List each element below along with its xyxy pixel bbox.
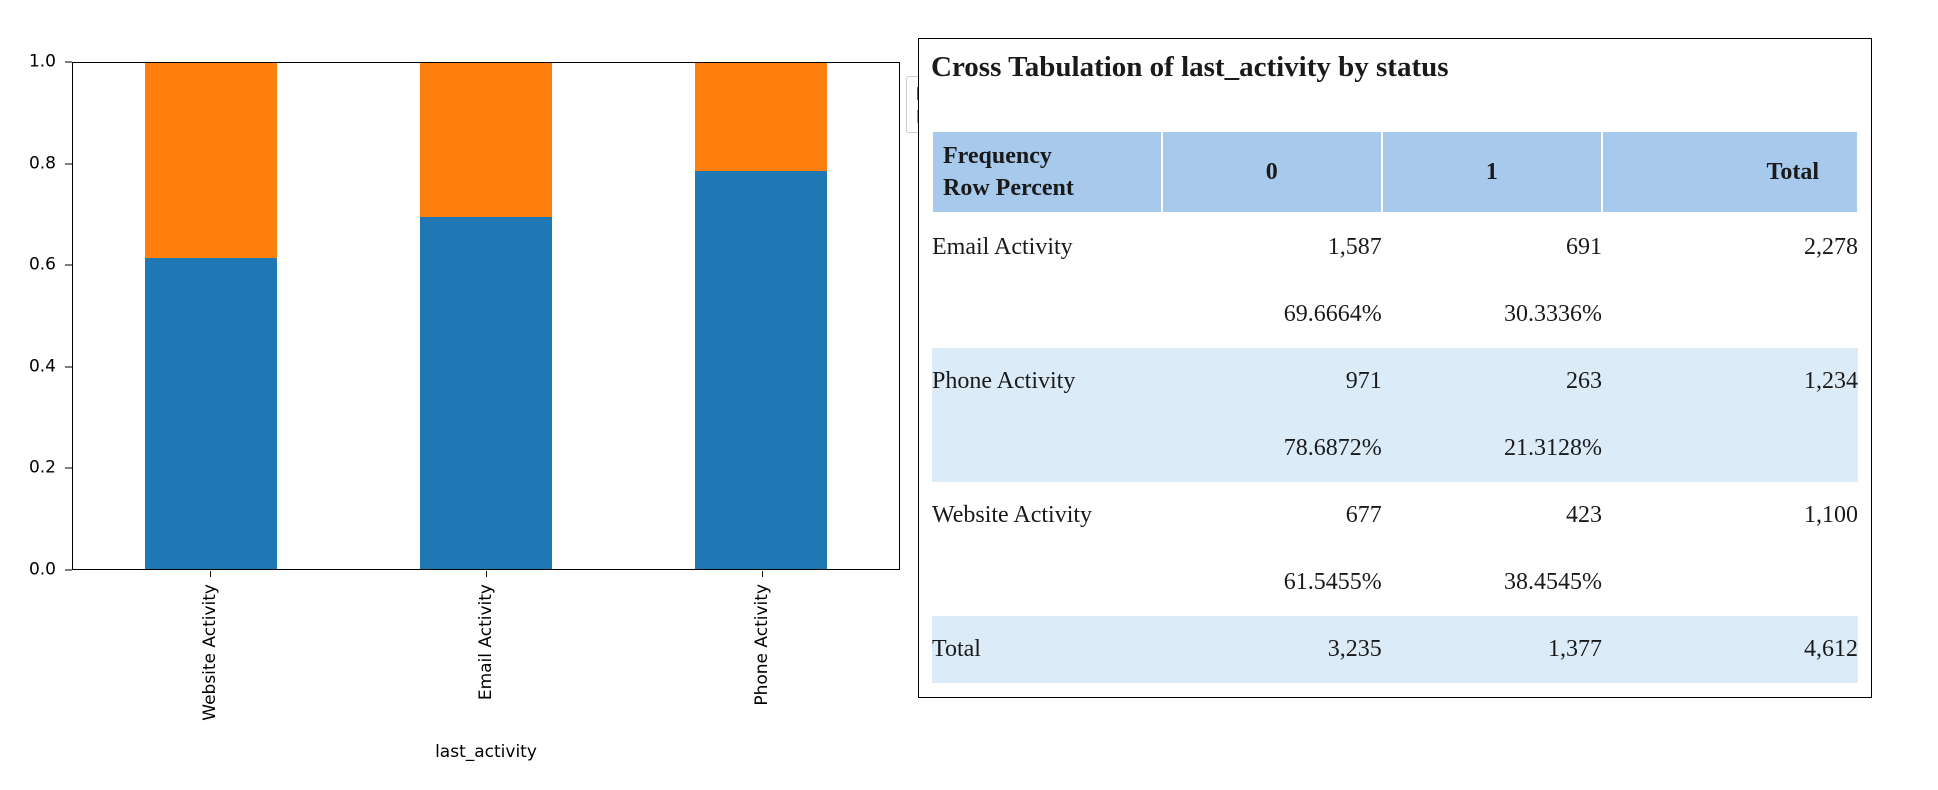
table-row-total: Total 3,235 1,377 4,612 <box>932 616 1858 684</box>
x-tick-mark <box>485 571 487 577</box>
y-tick-mark <box>65 569 72 571</box>
header-status-0: 0 <box>1160 130 1383 215</box>
x-axis: Website Activity Email Activity Phone Acti… <box>72 571 900 739</box>
x-tick-mark <box>761 571 763 577</box>
y-tick-mark <box>65 163 72 165</box>
bar-slot <box>624 63 899 569</box>
bar-website-activity <box>144 63 277 569</box>
header-frequency-row-percent: Frequency Row Percent <box>931 130 1163 215</box>
cell-email-pct-1: 30.3336% <box>1381 281 1602 349</box>
y-tick-mark <box>65 61 72 63</box>
table-row-website-frequency: Website Activity 677 423 1,100 <box>932 482 1858 550</box>
header-total: Total <box>1600 130 1860 215</box>
y-tick-mark <box>65 366 72 368</box>
table-row-email-percent: 69.6664% 30.3336% <box>932 281 1858 349</box>
y-tick-label: 0.0 <box>28 559 56 580</box>
cell-phone-freq-0: 971 <box>1161 348 1382 416</box>
bar-slot <box>348 63 623 569</box>
cross-tabulation-panel: Cross Tabulation of last_activity by sta… <box>918 38 1872 698</box>
cell-website-freq-1: 423 <box>1381 482 1602 550</box>
y-tick-label: 1.0 <box>28 51 56 72</box>
cell-email-pct-0: 69.6664% <box>1161 281 1382 349</box>
header-row-percent-label: Row Percent <box>943 175 1074 202</box>
cell-phone-pct-0: 78.6872% <box>1161 415 1382 483</box>
bar-slot <box>73 63 348 569</box>
cell-email-freq-1: 691 <box>1381 213 1602 282</box>
cross-tab-table: Frequency Row Percent 0 1 Total Email Ac… <box>931 130 1860 684</box>
y-tick-label: 0.2 <box>28 457 56 478</box>
bar-segment-status-1 <box>144 63 277 258</box>
y-axis: 0.0 0.2 0.4 0.6 0.8 1.0 <box>0 53 72 578</box>
y-tick-label: 0.4 <box>28 356 56 377</box>
cell-empty <box>1601 549 1858 617</box>
y-tick-mark <box>65 467 72 469</box>
cell-empty <box>932 549 1162 617</box>
cell-empty <box>932 415 1162 483</box>
cell-empty <box>1601 281 1858 349</box>
table-title: Cross Tabulation of last_activity by sta… <box>931 51 1449 83</box>
cell-total-label: Total <box>932 616 1162 684</box>
bar-segment-status-0 <box>144 257 277 569</box>
x-tick: Website Activity <box>72 571 348 739</box>
y-tick-mark <box>65 264 72 266</box>
header-status-1: 1 <box>1380 130 1603 215</box>
cell-email-freq-0: 1,587 <box>1161 213 1382 282</box>
cell-phone-freq-1: 263 <box>1381 348 1602 416</box>
cell-email-label: Email Activity <box>932 213 1162 282</box>
cell-phone-pct-1: 21.3128% <box>1381 415 1602 483</box>
bar-segment-status-1 <box>419 63 552 217</box>
cell-website-label: Website Activity <box>932 482 1162 550</box>
cell-empty <box>1601 415 1858 483</box>
x-tick: Phone Activity <box>624 571 900 739</box>
cell-website-freq-0: 677 <box>1161 482 1382 550</box>
bar-segment-status-0 <box>419 216 552 569</box>
table-row-website-percent: 61.5455% 38.4545% <box>932 549 1858 617</box>
x-tick-mark <box>209 571 211 577</box>
cell-email-total: 2,278 <box>1601 213 1858 282</box>
y-tick-label: 0.6 <box>28 254 56 275</box>
plot-area <box>72 62 900 570</box>
x-tick: Email Activity <box>348 571 624 739</box>
stacked-bar-figure: 0.0 0.2 0.4 0.6 0.8 1.0 Website Activity Email… <box>0 53 980 762</box>
header-frequency-label: Frequency <box>943 142 1052 169</box>
table-row-email-frequency: Email Activity 1,587 691 2,278 <box>932 213 1858 282</box>
cell-website-pct-0: 61.5455% <box>1161 549 1382 617</box>
table-header-row: Frequency Row Percent 0 1 Total <box>931 130 1860 215</box>
x-tick-label: Website Activity <box>199 584 220 721</box>
x-tick-label: Email Activity <box>475 584 496 701</box>
table-row-phone-percent: 78.6872% 21.3128% <box>932 415 1858 483</box>
cell-empty <box>932 281 1162 349</box>
cell-total-freq-0: 3,235 <box>1161 616 1382 684</box>
cell-phone-total: 1,234 <box>1601 348 1858 416</box>
cell-total-freq-1: 1,377 <box>1381 616 1602 684</box>
cell-website-total: 1,100 <box>1601 482 1858 550</box>
bar-segment-status-0 <box>695 170 828 569</box>
cell-total-total: 4,612 <box>1601 616 1858 684</box>
bar-segment-status-1 <box>695 63 828 171</box>
table-row-phone-frequency: Phone Activity 971 263 1,234 <box>932 348 1858 416</box>
bar-email-activity <box>419 63 552 569</box>
cell-website-pct-1: 38.4545% <box>1381 549 1602 617</box>
x-tick-label: Phone Activity <box>751 584 772 706</box>
cell-phone-label: Phone Activity <box>932 348 1162 416</box>
y-tick-label: 0.8 <box>28 153 56 174</box>
bar-phone-activity <box>695 63 828 569</box>
x-axis-label: last_activity <box>435 742 537 762</box>
